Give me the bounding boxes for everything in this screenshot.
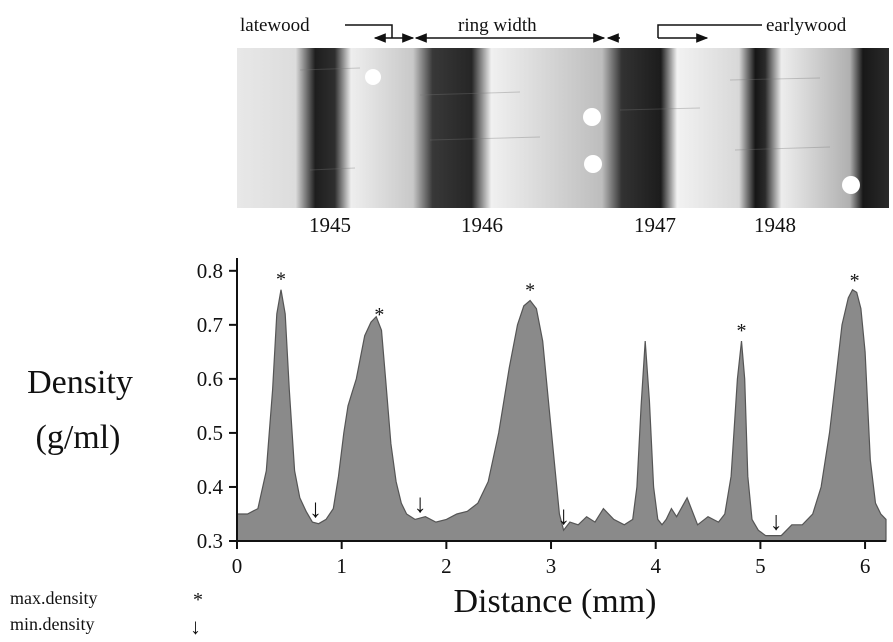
y-tick-label: 0.7 (197, 313, 223, 337)
x-tick-label: 3 (546, 554, 557, 578)
y-tick-label: 0.6 (197, 367, 223, 391)
y-tick-label: 0.8 (197, 259, 223, 283)
x-axis: 0 1 2 3 4 5 6 (232, 540, 886, 578)
x-tick-label: 2 (441, 554, 452, 578)
earlywood-label: earlywood (766, 15, 847, 36)
max-density-marker: * (737, 320, 747, 342)
x-tick-label: 4 (650, 554, 661, 578)
min-density-marker: ↓ (309, 494, 322, 523)
y-axis: 0.3 0.4 0.5 0.6 0.7 0.8 (197, 258, 238, 553)
y-axis-title-line1: Density (27, 364, 133, 401)
max-density-marker: * (850, 270, 860, 292)
x-tick-label: 1 (336, 554, 347, 578)
min-density-marker: ↓ (414, 489, 427, 518)
density-plot: 0.3 0.4 0.5 0.6 0.7 0.8 0 1 2 3 4 5 6 * * * * * ↓ ↓ ↓ ↓ (197, 258, 887, 578)
max-density-key-symbol: * (193, 589, 203, 611)
wood-spot (842, 176, 860, 194)
density-area (236, 288, 887, 542)
marker-key: max.density * min.density ↓ (10, 588, 203, 639)
wood-spot (365, 69, 381, 85)
min-density-key-symbol: ↓ (190, 614, 201, 639)
max-density-markers: * * * * * (276, 269, 860, 342)
year-label: 1947 (634, 213, 676, 237)
min-density-markers: ↓ ↓ ↓ ↓ (309, 489, 783, 536)
year-label: 1946 (461, 213, 503, 237)
y-tick-label: 0.5 (197, 421, 223, 445)
x-tick-label: 0 (232, 554, 243, 578)
x-axis-title: Distance (mm) (454, 583, 657, 620)
max-density-marker: * (525, 280, 535, 302)
year-label: 1945 (309, 213, 351, 237)
max-density-key-label: max.density (10, 588, 98, 608)
year-label: 1948 (754, 213, 796, 237)
ring-width-label: ring width (458, 15, 537, 36)
x-tick-label: 5 (755, 554, 766, 578)
latewood-pointer (345, 24, 393, 38)
min-density-key-label: min.density (10, 614, 95, 634)
y-tick-label: 0.4 (197, 475, 224, 499)
wood-xray-image (237, 48, 889, 208)
min-density-marker: ↓ (770, 507, 783, 536)
wood-strip (237, 48, 889, 208)
earlywood-pointer (657, 24, 762, 38)
latewood-label: latewood (240, 15, 310, 36)
header-arrows (345, 24, 762, 43)
wood-spot (583, 108, 601, 126)
min-density-marker: ↓ (557, 501, 570, 530)
y-tick-label: 0.3 (197, 529, 223, 553)
wood-grain (299, 67, 831, 171)
y-axis-title-line2: (g/ml) (36, 419, 121, 456)
max-density-marker: * (374, 304, 384, 326)
wood-spot (584, 155, 602, 173)
max-density-marker: * (276, 269, 286, 291)
x-tick-label: 6 (860, 554, 871, 578)
